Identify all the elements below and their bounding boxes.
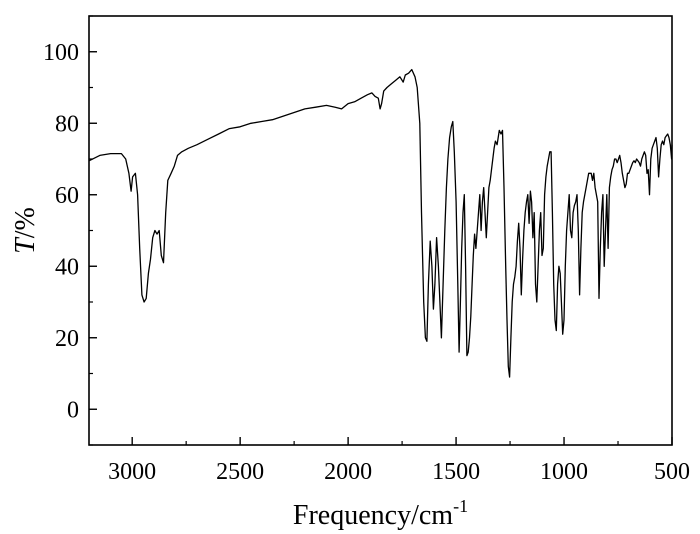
x-tick-label: 2500 — [216, 459, 264, 485]
x-tick-label: 1000 — [540, 459, 588, 485]
y-tick-label: 20 — [55, 326, 79, 352]
y-tick-label: 80 — [55, 111, 79, 137]
y-axis-title-rest: /% — [10, 207, 41, 238]
y-axis-title: T/% — [10, 207, 41, 254]
plot-frame — [88, 15, 673, 446]
x-tick-label: 3000 — [108, 459, 156, 485]
x-axis-title: Frequency/cm-1 — [293, 496, 468, 531]
x-axis-ticks: 3000 2500 2000 1500 1000 500 — [108, 437, 690, 485]
y-tick-label: 40 — [55, 254, 79, 280]
y-axis-ticks: 0 20 40 60 80 100 — [43, 15, 97, 446]
x-axis-title-superscript: -1 — [453, 496, 468, 516]
x-tick-label: 2000 — [324, 459, 372, 485]
y-axis-title-italic: T — [10, 236, 41, 254]
x-tick-label: 500 — [654, 459, 690, 485]
y-tick-label: 100 — [43, 40, 79, 66]
y-tick-label: 0 — [67, 397, 79, 423]
x-tick-label: 1500 — [432, 459, 480, 485]
transmittance-series-line — [88, 68, 673, 378]
y-tick-label: 60 — [55, 183, 79, 209]
x-axis-title-text: Frequency/cm — [293, 500, 453, 531]
